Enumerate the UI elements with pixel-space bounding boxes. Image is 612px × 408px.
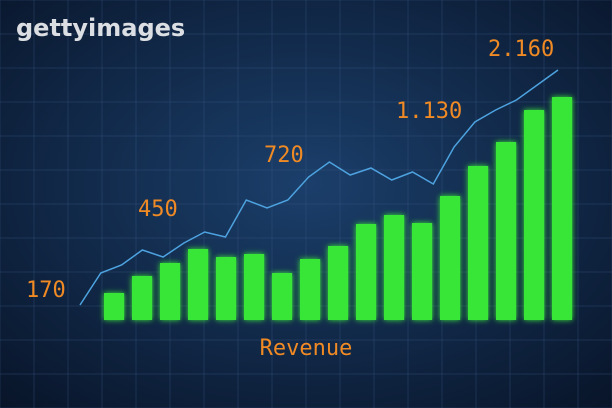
bar <box>244 254 265 320</box>
line <box>79 69 559 306</box>
bar <box>440 196 461 320</box>
bar <box>356 224 377 320</box>
annotation: 170 <box>26 278 66 303</box>
bar <box>300 259 321 320</box>
annotation: 450 <box>138 197 178 222</box>
bar <box>328 246 349 320</box>
bar <box>496 142 517 320</box>
bar <box>188 249 209 320</box>
x-axis-label: Revenue <box>260 336 353 361</box>
bar <box>552 97 573 320</box>
annotation: 1.130 <box>396 99 462 124</box>
watermark: gettyimages <box>16 14 185 42</box>
bar <box>412 223 433 320</box>
bar <box>160 263 181 320</box>
bar <box>104 293 125 320</box>
annotation: 2.160 <box>488 37 554 62</box>
bar <box>132 276 153 320</box>
bar <box>384 215 405 320</box>
bar <box>524 110 545 320</box>
annotation: 720 <box>264 143 304 168</box>
bar <box>468 166 489 320</box>
bar <box>216 257 237 320</box>
bar <box>272 273 293 320</box>
